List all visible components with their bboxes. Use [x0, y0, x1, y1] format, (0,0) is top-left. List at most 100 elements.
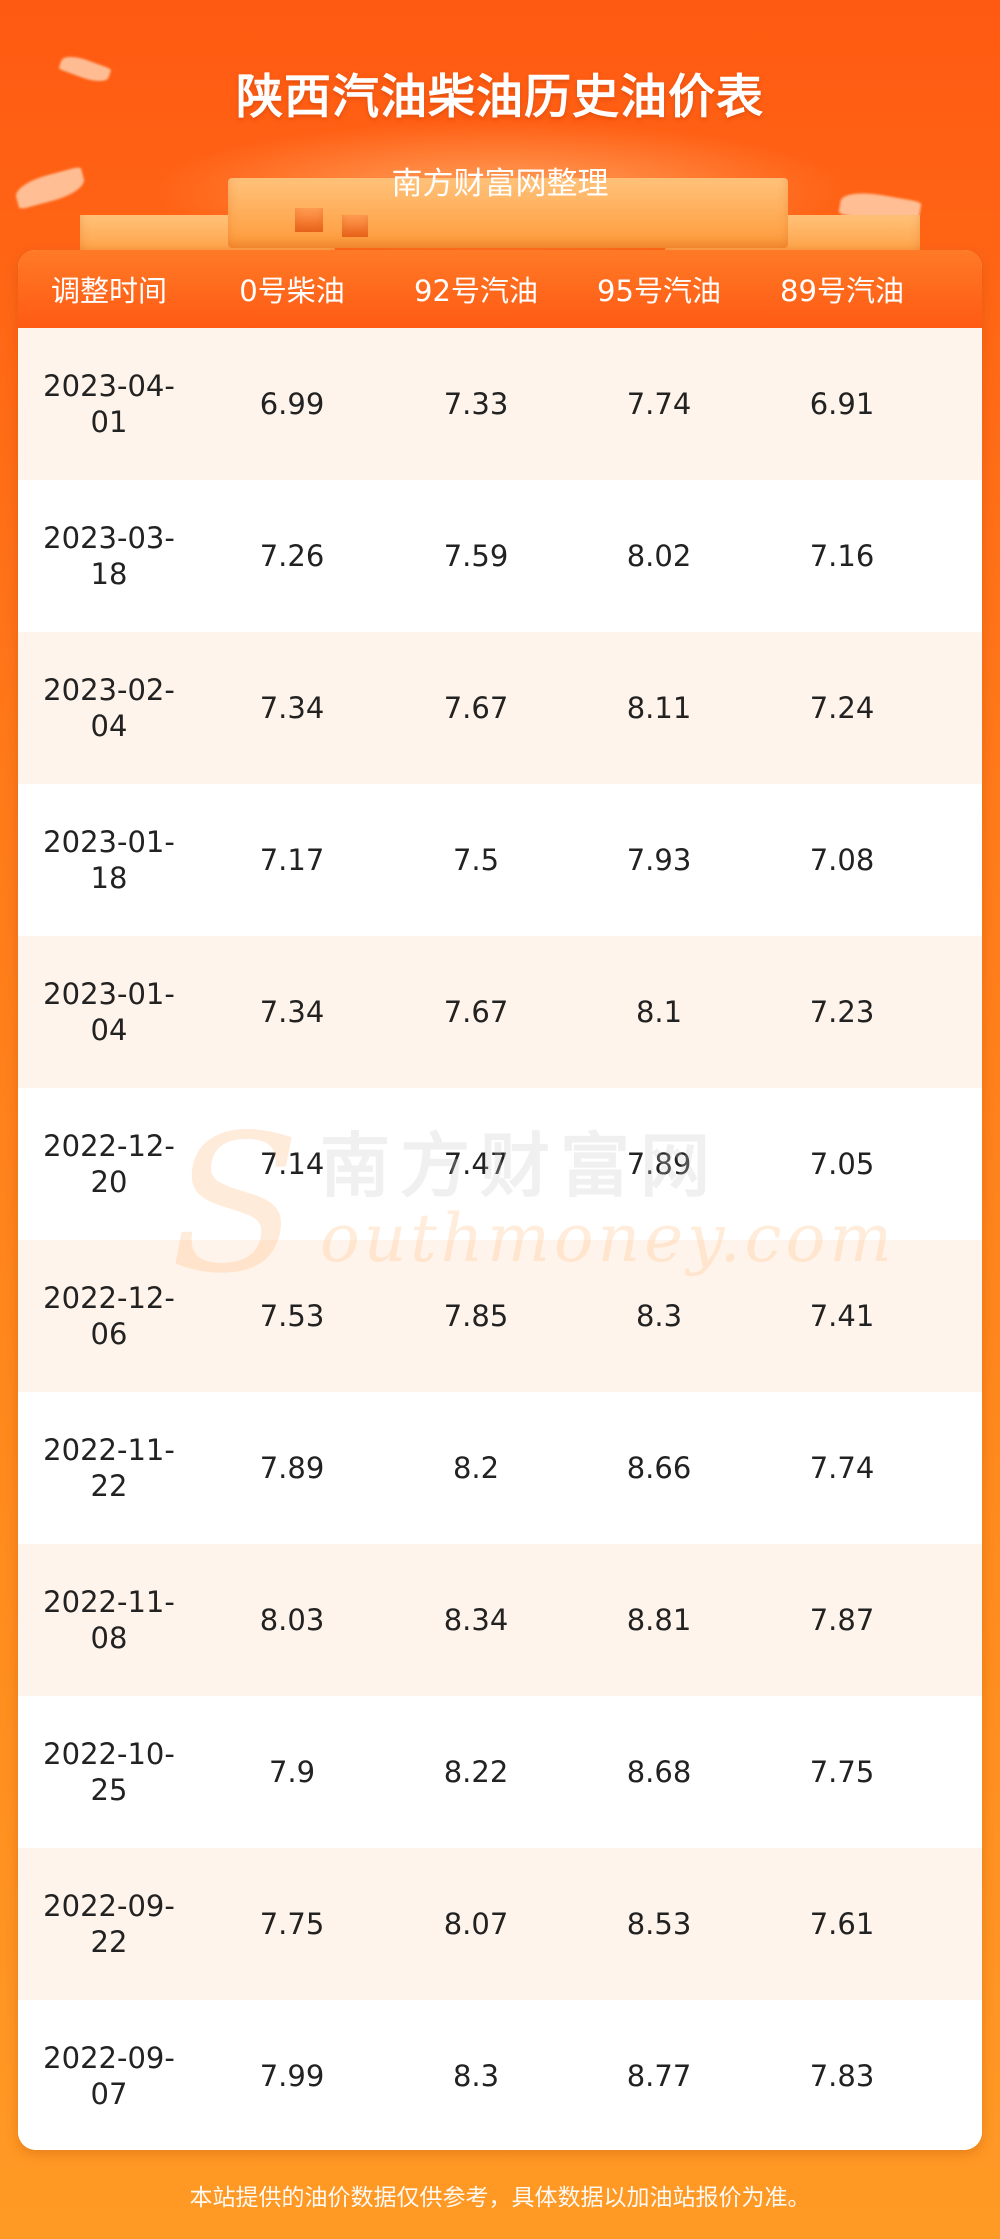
cell-gas-89: 7.87: [809, 1603, 875, 1637]
cell-diesel-0: 7.99: [259, 2059, 325, 2093]
cell-date: 2023-01- 18: [18, 824, 200, 896]
cell-date-line1: 2022-09-: [43, 1889, 175, 1923]
table-row: 2023-03- 18 7.26 7.59 8.02 7.16: [18, 480, 982, 632]
table-row: 2023-02- 04 7.34 7.67 8.11 7.24: [18, 632, 982, 784]
cell-date: 2023-03- 18: [18, 520, 200, 592]
cell-diesel-0: 6.99: [259, 387, 325, 421]
cell-gas-89: 7.75: [809, 1755, 875, 1789]
cell-date-line2: 22: [90, 1469, 128, 1503]
column-header-gas-92: 92号汽油: [414, 274, 538, 308]
cell-gas-92: 8.3: [452, 2059, 500, 2093]
cell-date-line2: 04: [90, 1013, 128, 1047]
cell-gas-95: 8.1: [635, 995, 683, 1029]
cell-date-line2: 25: [90, 1773, 128, 1807]
cell-date: 2022-11- 08: [18, 1584, 200, 1656]
cell-diesel-0: 8.03: [259, 1603, 325, 1637]
cell-gas-89: 7.24: [809, 691, 875, 725]
cell-date-line1: 2023-01-: [43, 977, 175, 1011]
cell-date-line2: 08: [90, 1621, 128, 1655]
column-header-gas-89: 89号汽油: [780, 274, 904, 308]
cell-gas-89: 7.41: [809, 1299, 875, 1333]
cell-gas-95: 8.11: [626, 691, 692, 725]
cell-gas-89: 6.91: [809, 387, 875, 421]
cell-gas-89: 7.83: [809, 2059, 875, 2093]
cell-gas-92: 7.33: [443, 387, 509, 421]
cell-gas-89: 7.08: [809, 843, 875, 877]
cell-diesel-0: 7.26: [259, 539, 325, 573]
table-row: 2022-09- 22 7.75 8.07 8.53 7.61: [18, 1848, 982, 2000]
cell-gas-92: 7.59: [443, 539, 509, 573]
cell-gas-92: 7.67: [443, 691, 509, 725]
cell-gas-89: 7.61: [809, 1907, 875, 1941]
table-row: 2022-12- 06 7.53 7.85 8.3 7.41: [18, 1240, 982, 1392]
cell-date-line2: 07: [90, 2077, 128, 2111]
cell-date-line1: 2022-11-: [43, 1585, 175, 1619]
cell-date-line2: 18: [90, 861, 128, 895]
cell-gas-95: 8.02: [626, 539, 692, 573]
column-header-gas-95: 95号汽油: [597, 274, 721, 308]
table-body: 2023-04- 01 6.99 7.33 7.74 6.91 2023-03- 18 7.26…: [18, 328, 982, 2150]
cell-date-line2: 06: [90, 1317, 128, 1351]
table-row: 2022-11- 08 8.03 8.34 8.81 7.87: [18, 1544, 982, 1696]
cell-gas-89: 7.74: [809, 1451, 875, 1485]
cell-date: 2023-04- 01: [18, 368, 200, 440]
table-row: 2022-09- 07 7.99 8.3 8.77 7.83: [18, 2000, 982, 2150]
table-row: 2023-04- 01 6.99 7.33 7.74 6.91: [18, 328, 982, 480]
cell-date-line2: 04: [90, 709, 128, 743]
cell-date-line1: 2022-11-: [43, 1433, 175, 1467]
cell-date-line1: 2022-10-: [43, 1737, 175, 1771]
cell-gas-95: 7.89: [626, 1147, 692, 1181]
cell-date: 2022-12- 20: [18, 1128, 200, 1200]
cell-date-line1: 2022-12-: [43, 1281, 175, 1315]
cell-date-line1: 2023-01-: [43, 825, 175, 859]
cell-gas-92: 8.34: [443, 1603, 509, 1637]
cell-gas-95: 8.66: [626, 1451, 692, 1485]
cell-date-line2: 20: [90, 1165, 128, 1199]
cell-gas-95: 7.74: [626, 387, 692, 421]
podium-cube: [295, 208, 323, 232]
table-header: 调整时间 0号柴油 92号汽油 95号汽油 89号汽油: [18, 250, 982, 328]
cell-gas-92: 8.22: [443, 1755, 509, 1789]
cell-gas-95: 8.77: [626, 2059, 692, 2093]
cell-date-line2: 22: [90, 1925, 128, 1959]
cell-date-line1: 2022-12-: [43, 1129, 175, 1163]
cell-date: 2022-11- 22: [18, 1432, 200, 1504]
cell-diesel-0: 7.53: [259, 1299, 325, 1333]
cell-gas-89: 7.23: [809, 995, 875, 1029]
page-subtitle: 南方财富网整理: [391, 166, 609, 202]
cell-date: 2023-01- 04: [18, 976, 200, 1048]
table-row: 2023-01- 18 7.17 7.5 7.93 7.08: [18, 784, 982, 936]
price-table: 调整时间 0号柴油 92号汽油 95号汽油 89号汽油 2023-04- 01 6.…: [18, 250, 982, 2150]
cell-date-line1: 2023-03-: [43, 521, 175, 555]
cell-diesel-0: 7.89: [259, 1451, 325, 1485]
cell-diesel-0: 7.75: [259, 1907, 325, 1941]
cell-date-line1: 2022-09-: [43, 2041, 175, 2075]
cell-date: 2022-09- 22: [18, 1888, 200, 1960]
cell-date: 2022-09- 07: [18, 2040, 200, 2112]
cell-date: 2023-02- 04: [18, 672, 200, 744]
cell-gas-92: 7.47: [443, 1147, 509, 1181]
cell-diesel-0: 7.9: [268, 1755, 316, 1789]
podium-cube: [342, 215, 368, 237]
cell-date: 2022-10- 25: [18, 1736, 200, 1808]
table-row: 2022-10- 25 7.9 8.22 8.68 7.75: [18, 1696, 982, 1848]
cell-diesel-0: 7.34: [259, 691, 325, 725]
cell-gas-95: 8.81: [626, 1603, 692, 1637]
table-row: 2023-01- 04 7.34 7.67 8.1 7.23: [18, 936, 982, 1088]
cell-gas-92: 7.5: [452, 843, 500, 877]
table-row: 2022-12- 20 7.14 7.47 7.89 7.05: [18, 1088, 982, 1240]
cell-diesel-0: 7.34: [259, 995, 325, 1029]
cell-gas-95: 8.3: [635, 1299, 683, 1333]
cell-diesel-0: 7.17: [259, 843, 325, 877]
cell-gas-92: 8.2: [452, 1451, 500, 1485]
cell-gas-89: 7.16: [809, 539, 875, 573]
hero-banner: [0, 0, 1000, 260]
column-header-diesel-0: 0号柴油: [239, 274, 345, 308]
cell-gas-89: 7.05: [809, 1147, 875, 1181]
cell-gas-92: 7.85: [443, 1299, 509, 1333]
cell-date-line2: 01: [90, 405, 128, 439]
footer-disclaimer: 本站提供的油价数据仅供参考，具体数据以加油站报价为准。: [189, 2185, 811, 2211]
cell-gas-95: 8.68: [626, 1755, 692, 1789]
cell-gas-92: 8.07: [443, 1907, 509, 1941]
cell-gas-95: 7.93: [626, 843, 692, 877]
